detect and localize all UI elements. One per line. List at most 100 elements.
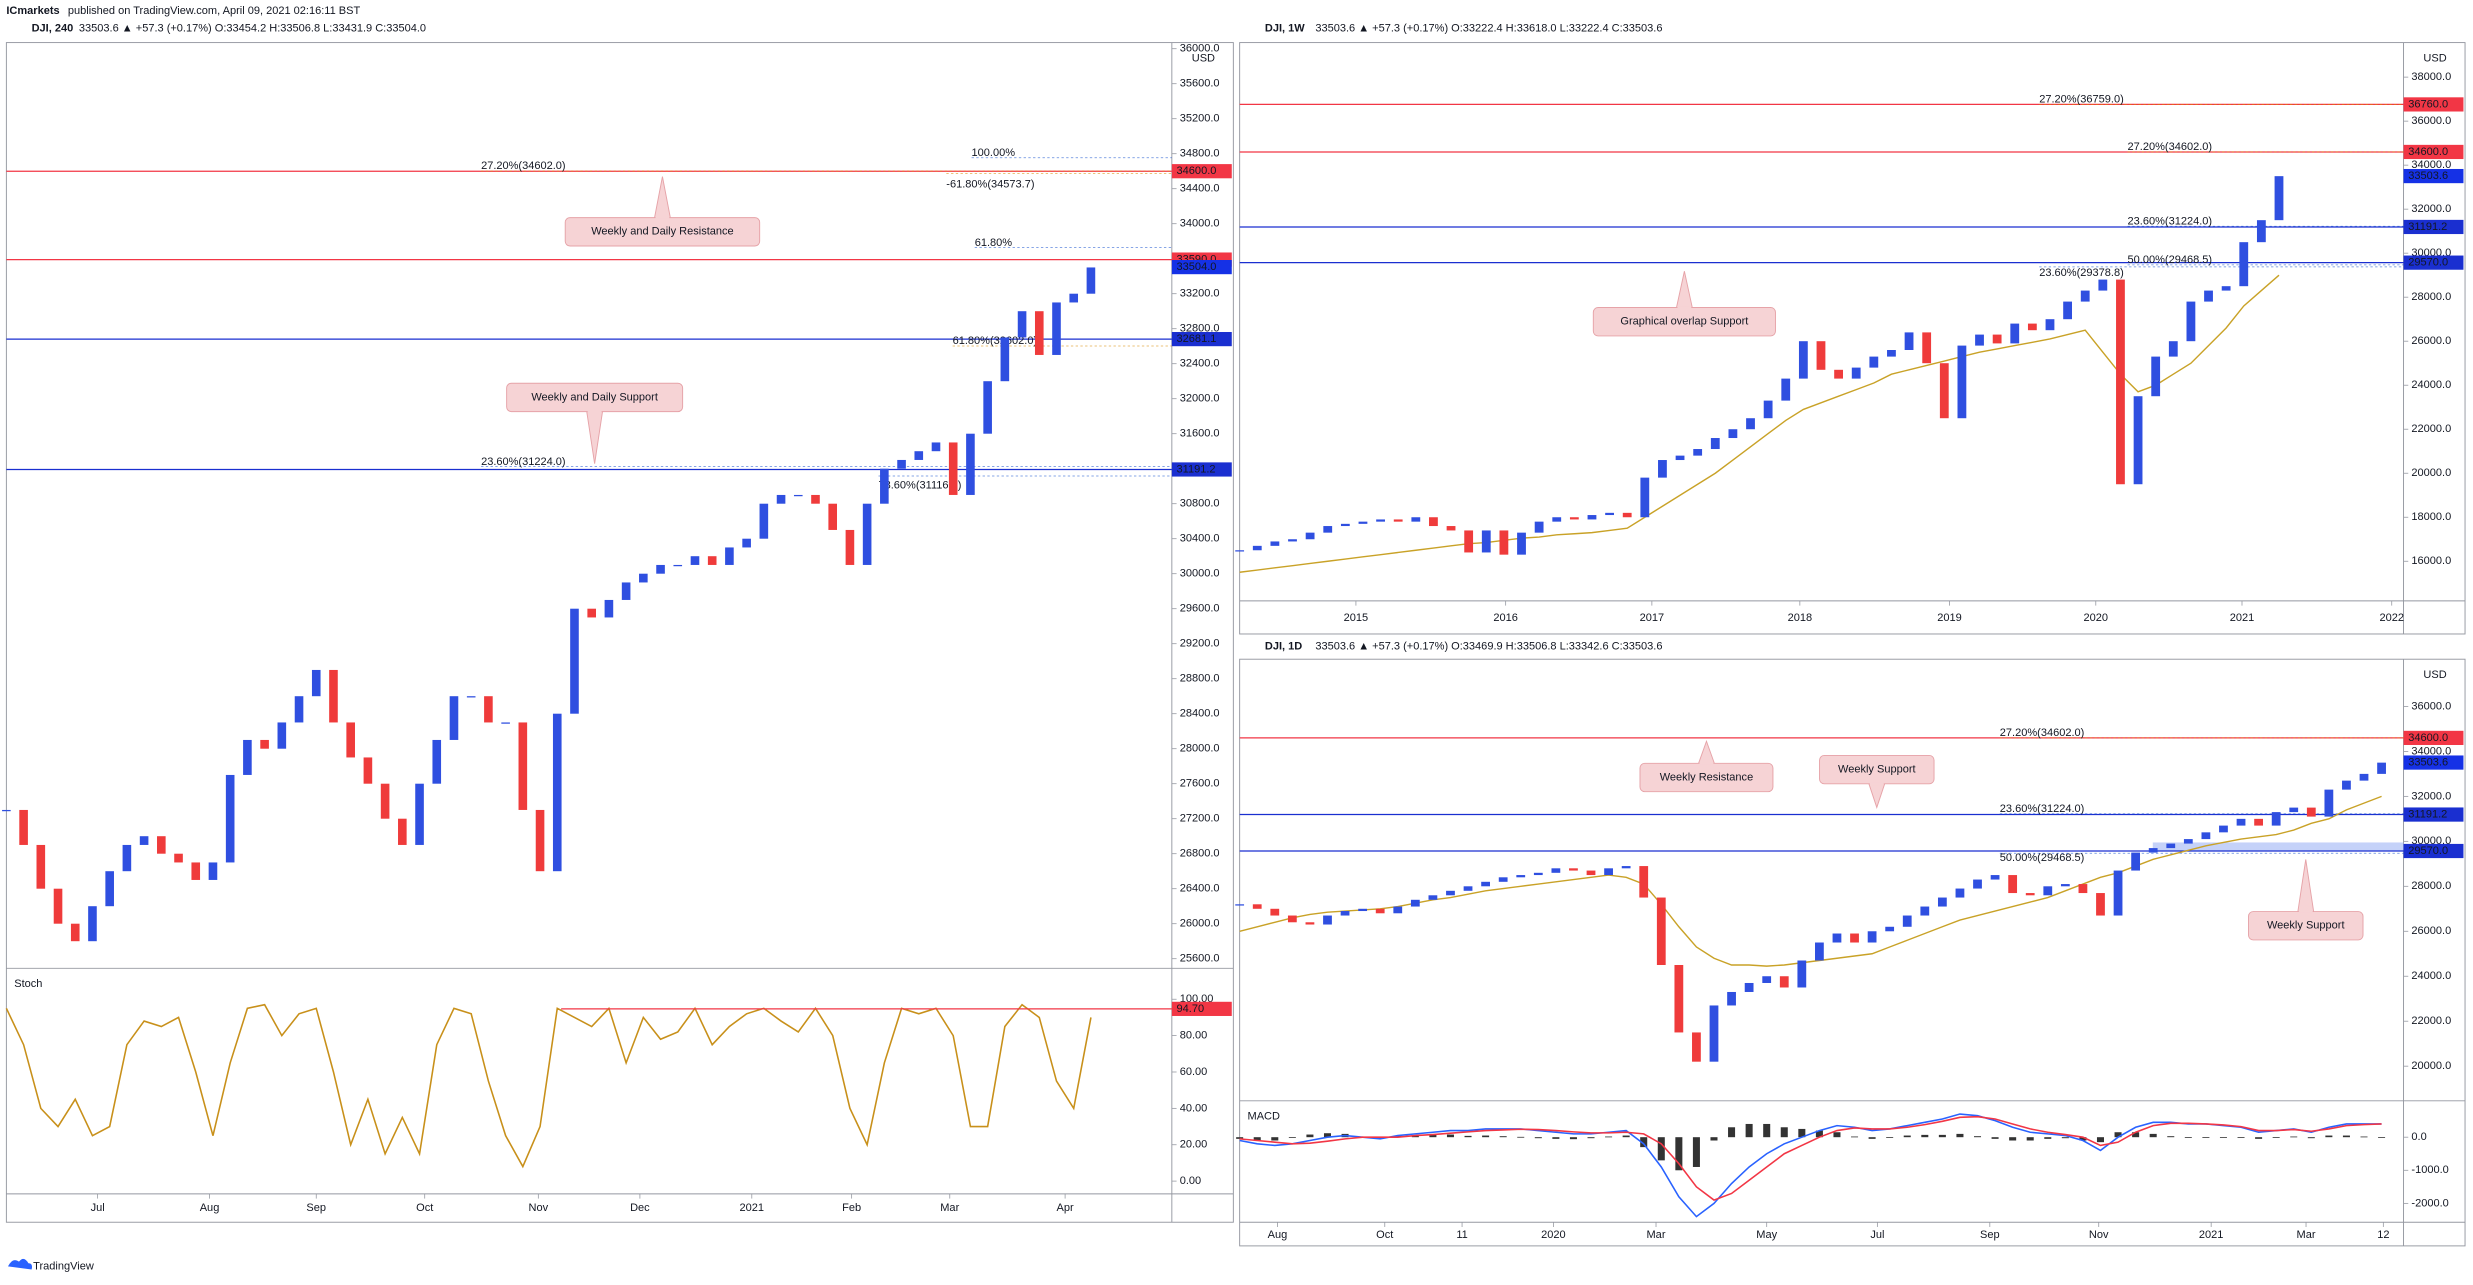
histogram-bar bbox=[1710, 1137, 1718, 1141]
candle bbox=[2078, 884, 2088, 894]
candle bbox=[983, 381, 992, 434]
price-badge-label: 29570.0 bbox=[2408, 257, 2448, 269]
candle bbox=[570, 608, 579, 714]
indicator-title: MACD bbox=[1248, 1110, 1280, 1122]
candle bbox=[518, 722, 528, 810]
callout-pointer bbox=[1868, 783, 1886, 809]
candle bbox=[1533, 872, 1543, 876]
candle bbox=[1904, 332, 1914, 351]
y-tick-label: 34000.0 bbox=[2411, 159, 2451, 171]
y-tick-label: 25600.0 bbox=[1180, 953, 1220, 965]
panel-frame bbox=[1239, 658, 2466, 1247]
histogram-bar bbox=[1815, 1130, 1823, 1138]
candle bbox=[2080, 290, 2090, 302]
candle bbox=[1763, 400, 1773, 419]
candle bbox=[2025, 893, 2035, 896]
price-badge-label: 34600.0 bbox=[2408, 732, 2448, 744]
fib-label: 61.80%(32602.0) bbox=[953, 335, 1038, 347]
candle bbox=[1851, 367, 1861, 379]
candle bbox=[587, 608, 596, 618]
candle bbox=[2236, 818, 2246, 826]
indicator-line bbox=[1239, 1113, 2382, 1218]
candle bbox=[1393, 906, 1403, 914]
y-tick-label: 36000.0 bbox=[1180, 43, 1220, 55]
histogram-bar bbox=[1499, 1136, 1507, 1138]
fib-label: 27.20%(34602.0) bbox=[481, 160, 566, 172]
candle bbox=[2098, 279, 2108, 291]
x-tick-label: Oct bbox=[416, 1202, 433, 1214]
price-badge bbox=[2403, 219, 2464, 235]
candle bbox=[2204, 290, 2213, 302]
histogram-bar bbox=[1868, 1137, 1876, 1139]
histogram-bar bbox=[1692, 1137, 1700, 1167]
y-tick-label: 34800.0 bbox=[1180, 148, 1220, 160]
x-tick-label: Sep bbox=[1980, 1229, 2000, 1241]
price-badge bbox=[2403, 97, 2464, 112]
x-tick-label: Feb bbox=[842, 1202, 861, 1214]
indicator-y-label: -1000.0 bbox=[2411, 1164, 2448, 1176]
panel-frame bbox=[5, 42, 1234, 1223]
currency: USD bbox=[1192, 52, 1215, 64]
candle bbox=[552, 713, 562, 872]
indicator-line bbox=[1239, 1115, 2382, 1201]
candle bbox=[1411, 517, 1421, 522]
y-tick-label: 34000.0 bbox=[1180, 218, 1220, 230]
candle bbox=[1358, 521, 1368, 524]
candle bbox=[2, 809, 11, 812]
x-tick-label: 2016 bbox=[1493, 612, 1518, 624]
candle bbox=[1235, 550, 1245, 552]
candle bbox=[243, 739, 252, 775]
candle bbox=[1017, 311, 1027, 338]
y-tick-label: 30000.0 bbox=[2411, 835, 2451, 847]
candle bbox=[1305, 532, 1315, 540]
x-tick-label: May bbox=[1756, 1229, 1777, 1241]
x-tick-label: Apr bbox=[1057, 1202, 1074, 1214]
candle bbox=[2113, 870, 2123, 916]
zone bbox=[2152, 842, 2404, 852]
candle bbox=[1639, 866, 1649, 898]
y-tick-label: 27200.0 bbox=[1180, 813, 1220, 825]
candle bbox=[1781, 378, 1791, 401]
histogram-bar bbox=[2079, 1137, 2087, 1141]
histogram-bar bbox=[2307, 1137, 2315, 1139]
histogram-bar bbox=[2272, 1137, 2280, 1138]
y-tick-label: 26000.0 bbox=[2411, 335, 2451, 347]
candle bbox=[1305, 922, 1315, 925]
symbol: DJI, 1D bbox=[1265, 641, 1302, 653]
candle bbox=[1270, 541, 1280, 546]
y-tick-label: 33200.0 bbox=[1180, 288, 1220, 300]
indicator-y-label: 100.00 bbox=[1180, 993, 1214, 1005]
x-tick-label: 12 bbox=[2377, 1229, 2389, 1241]
candle bbox=[1323, 526, 1333, 533]
indicator-title: Stoch bbox=[14, 978, 42, 990]
candle bbox=[2239, 242, 2249, 287]
indicator-y-label: 80.00 bbox=[1180, 1030, 1208, 1042]
candle bbox=[208, 862, 218, 880]
histogram-bar bbox=[2149, 1133, 2157, 1138]
x-tick-label: Jul bbox=[1870, 1229, 1884, 1241]
candle bbox=[2168, 341, 2178, 357]
candle bbox=[1340, 523, 1350, 527]
candle bbox=[1658, 460, 1667, 478]
candle bbox=[2342, 780, 2351, 790]
candle bbox=[1376, 519, 1385, 522]
candle bbox=[277, 722, 287, 749]
histogram-bar bbox=[1728, 1127, 1736, 1138]
candle bbox=[2274, 176, 2284, 221]
fib-label: 100.00% bbox=[972, 147, 1016, 159]
histogram-bar bbox=[1921, 1134, 1929, 1138]
candle bbox=[1463, 886, 1473, 891]
candle bbox=[329, 669, 338, 723]
candle bbox=[311, 669, 321, 697]
candle bbox=[70, 923, 80, 942]
candle bbox=[2060, 884, 2070, 887]
y-tick-label: 20000.0 bbox=[2411, 467, 2451, 479]
histogram-bar bbox=[2096, 1137, 2105, 1143]
candle bbox=[1252, 904, 1262, 909]
candle bbox=[1446, 526, 1456, 531]
histogram-bar bbox=[1886, 1137, 1894, 1138]
histogram-bar bbox=[2325, 1135, 2333, 1138]
candle bbox=[1358, 908, 1368, 912]
callout-seam bbox=[2298, 910, 2313, 913]
candle bbox=[122, 844, 132, 872]
